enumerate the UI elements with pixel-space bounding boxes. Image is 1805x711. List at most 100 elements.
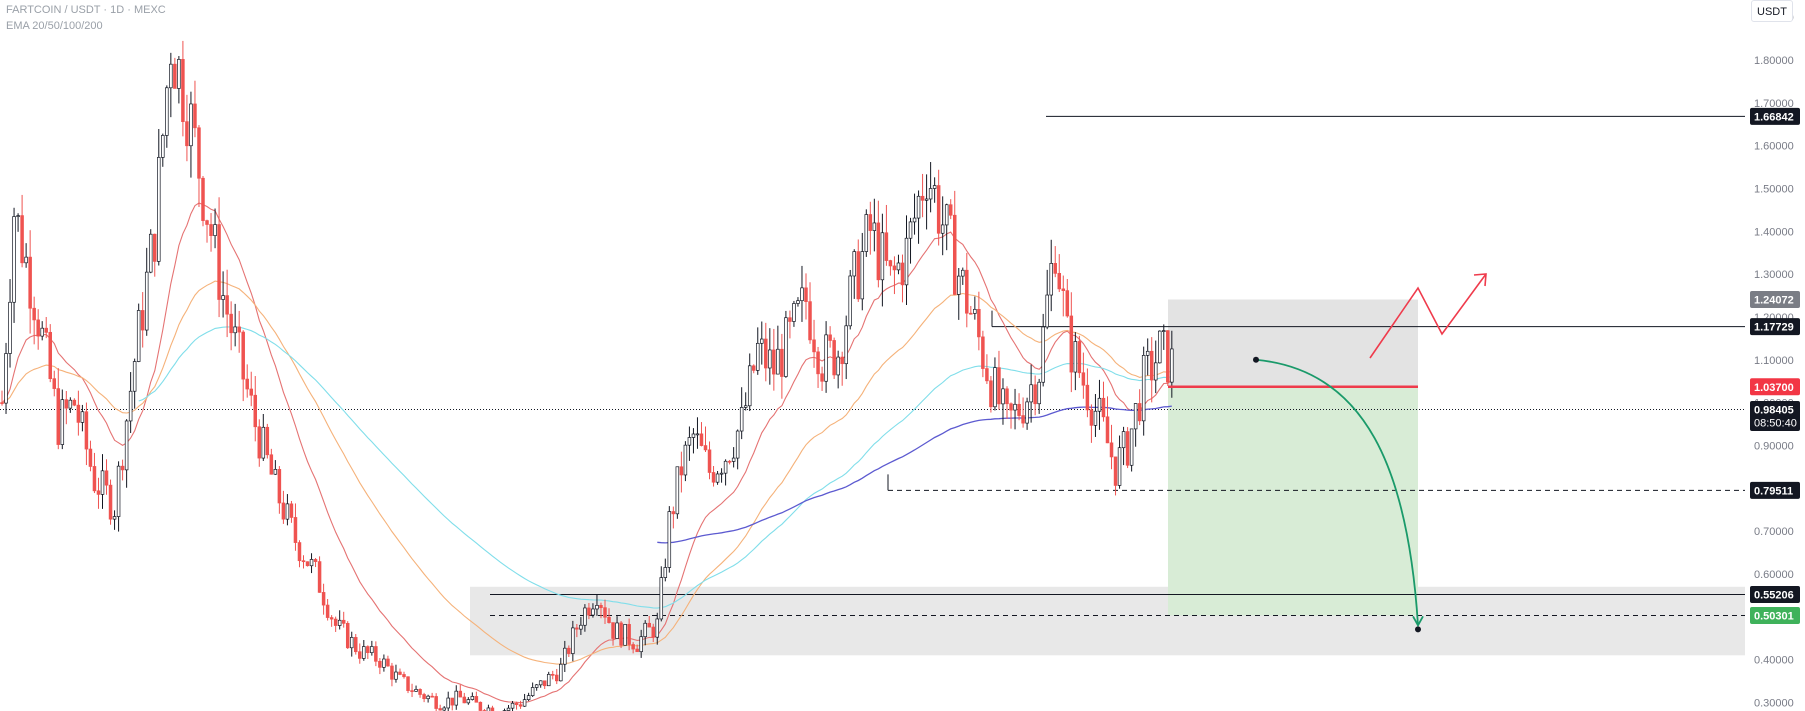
candle-body [442, 707, 446, 711]
candle-body [1057, 272, 1062, 290]
candle [764, 322, 768, 382]
candle-body [84, 411, 89, 450]
candle-body [607, 616, 611, 623]
candle [88, 440, 93, 472]
candle-body [1133, 403, 1138, 430]
candle [611, 622, 615, 646]
candle-body [1001, 388, 1005, 405]
candle [261, 413, 266, 461]
symbol-title[interactable]: FARTCOIN / USDT · 1D · MEXC [6, 4, 166, 16]
indicator-label[interactable]: EMA 20/50/100/200 [6, 20, 103, 32]
candle-body [715, 473, 720, 483]
candle [84, 402, 89, 466]
candle-body [269, 454, 274, 475]
candle [1045, 269, 1049, 330]
candle-body [153, 233, 157, 262]
candle-body [651, 626, 655, 638]
candle-body [965, 269, 969, 314]
candle-body [144, 271, 149, 331]
candle [281, 490, 286, 524]
price-tag-target: 0.50301 [1754, 610, 1794, 622]
candle-body [112, 516, 117, 520]
candle [760, 321, 764, 365]
candle [201, 176, 205, 227]
candle-body [1041, 326, 1045, 383]
candle [398, 668, 402, 676]
candle-body [201, 177, 205, 221]
candle [341, 611, 346, 628]
candle-body [76, 404, 81, 423]
candle [675, 466, 680, 519]
candle-body [639, 636, 643, 653]
candle-body [120, 465, 125, 471]
candle [442, 706, 446, 711]
candle [719, 468, 724, 483]
candle-body [100, 470, 105, 495]
price-tag-current-countdown: 08:50:40 [1754, 417, 1797, 429]
price-tag-stop: 1.24072 [1754, 295, 1794, 307]
candle [185, 94, 189, 162]
candle-body [663, 567, 668, 578]
candle [671, 506, 676, 529]
stop-loss-zone [1168, 299, 1418, 387]
candle [832, 337, 836, 380]
candle [563, 640, 567, 673]
candle-body [309, 559, 314, 567]
candle [973, 296, 977, 320]
candle-body [743, 405, 748, 408]
candle [32, 296, 36, 345]
candle [993, 357, 997, 411]
candle [1077, 335, 1082, 378]
candle-body [780, 348, 784, 377]
candle [812, 319, 816, 368]
candle-body [285, 503, 290, 520]
candle [904, 215, 909, 305]
candle [1093, 394, 1098, 437]
candle [205, 219, 209, 243]
price-tag-055206: 0.55206 [1754, 589, 1794, 601]
candle-body [490, 707, 495, 711]
candle [56, 368, 61, 450]
candle [104, 459, 109, 495]
candle [599, 602, 603, 619]
candle-body [321, 592, 326, 606]
candle [796, 297, 800, 307]
candle [8, 279, 12, 368]
candle-body [446, 697, 450, 709]
candle [952, 190, 957, 296]
candle [60, 389, 65, 450]
candle-body [337, 619, 342, 626]
price-tag-117729: 1.17729 [1754, 322, 1794, 334]
candle [892, 256, 897, 295]
candle [864, 209, 869, 257]
candle-body [852, 251, 856, 277]
candle [776, 325, 780, 375]
candle-body [800, 287, 804, 302]
candle-body [627, 624, 631, 645]
currency-unit-button[interactable]: USDT [1751, 0, 1793, 22]
candle-body [567, 647, 571, 654]
candle [723, 459, 728, 486]
candle-body [313, 559, 318, 562]
candle-body [635, 648, 639, 653]
candle-body [756, 342, 760, 371]
support-zone [470, 586, 1745, 656]
candle-body [277, 469, 282, 504]
candle [623, 624, 627, 646]
candle [1129, 428, 1134, 472]
price-tag-166842-bg [1750, 107, 1800, 125]
ema-200-line [657, 405, 1172, 544]
candle-body [422, 694, 426, 700]
bearish-curve-arrow [1255, 358, 1419, 626]
candle-body [108, 484, 113, 520]
candle [92, 452, 97, 494]
candle [382, 654, 386, 672]
ema-20-line [1, 202, 1173, 704]
candle [161, 133, 165, 167]
candle-body [486, 707, 491, 711]
candle [241, 330, 245, 402]
candle [896, 254, 901, 275]
candle [683, 441, 688, 482]
candle-body [792, 303, 796, 322]
